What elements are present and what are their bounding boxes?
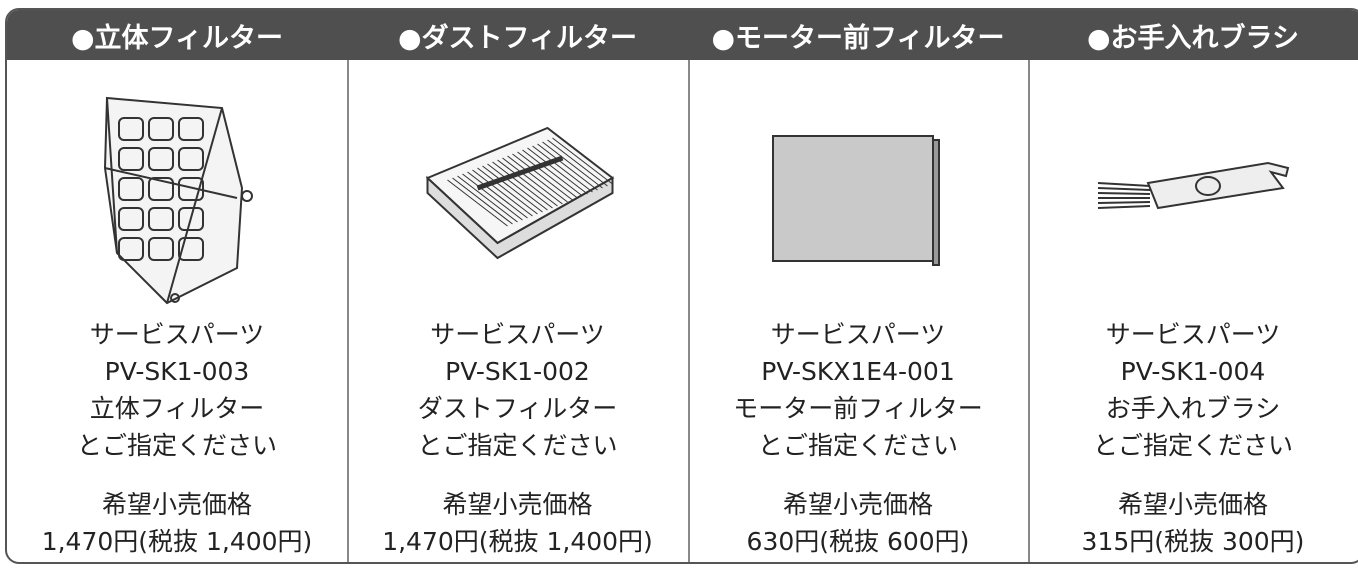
column-header: ●モーター前フィルター <box>688 10 1030 60</box>
part-illustration <box>1028 68 1358 318</box>
part-text: お手入れブラシ <box>1105 394 1281 423</box>
part-text: とご指定ください <box>757 431 958 460</box>
part-text: モーター前フィルター <box>733 394 983 423</box>
price-label: 希望小売価格 <box>101 490 252 519</box>
part-text: PV-SK1-004 <box>1120 357 1266 386</box>
part-illustration <box>7 68 347 318</box>
column-header: ●お手入れブラシ <box>1028 10 1358 60</box>
column-header: ●ダストフィルター <box>347 10 690 60</box>
price-label: 希望小売価格 <box>442 490 593 519</box>
part-text: サービスパーツ <box>1105 320 1281 349</box>
price: 1,470円(税抜 1,400円) <box>41 527 313 556</box>
part-text: サービスパーツ <box>430 320 605 349</box>
part-illustration <box>688 68 1028 318</box>
part-text: 立体フィルター <box>89 394 265 423</box>
part-text: PV-SKX1E4-001 <box>761 357 955 386</box>
part-text: とご指定ください <box>76 431 277 460</box>
part-text: とご指定ください <box>417 431 618 460</box>
part-text: サービスパーツ <box>89 320 265 349</box>
part-column: ●お手入れブラシ サービスパーツ PV-SK1-004 お手入れブラシ とご指定くださ… <box>1028 10 1358 562</box>
part-column: ●ダストフィルター サービスパーツ PV-SK1-002 ダストフィルター とご指定く… <box>347 10 690 562</box>
price: 1,470円(税抜 1,400円) <box>382 527 653 556</box>
part-illustration <box>347 68 688 318</box>
part-column: ●モーター前フィルター サービスパーツ PV-SKX1E4-001 モーター前フィル… <box>688 10 1030 562</box>
parts-table: ●立体フィルター サービスパーツ PV-SK1-003 立体フィルター とご指定くださ… <box>5 8 1358 564</box>
price: 315円(税抜 300円) <box>1081 527 1305 556</box>
part-text: とご指定ください <box>1092 431 1293 460</box>
part-text: PV-SK1-003 <box>104 357 250 386</box>
part-text: サービスパーツ <box>770 320 946 349</box>
column-header: ●立体フィルター <box>7 10 349 60</box>
part-text: ダストフィルター <box>417 394 618 423</box>
part-column: ●立体フィルター サービスパーツ PV-SK1-003 立体フィルター とご指定くださ… <box>7 10 349 562</box>
part-text: PV-SK1-002 <box>445 357 590 386</box>
price-label: 希望小売価格 <box>782 490 933 519</box>
price-label: 希望小売価格 <box>1117 490 1268 519</box>
price: 630円(税抜 600円) <box>746 527 970 556</box>
